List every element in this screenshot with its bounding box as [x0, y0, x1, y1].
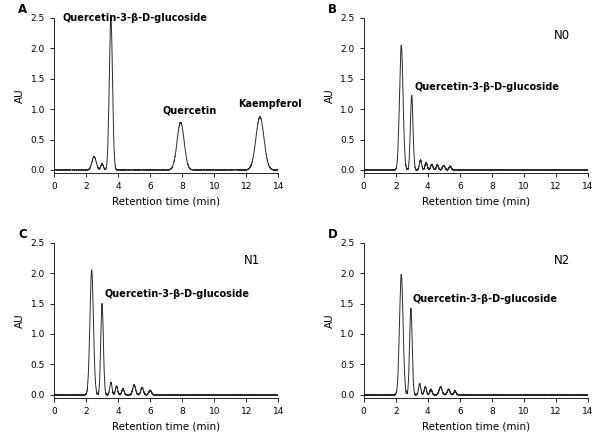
- X-axis label: Retention time (min): Retention time (min): [112, 197, 220, 207]
- Y-axis label: AU: AU: [15, 313, 25, 328]
- Y-axis label: AU: AU: [325, 313, 335, 328]
- Text: Kaempferol: Kaempferol: [238, 99, 302, 109]
- Y-axis label: AU: AU: [325, 88, 335, 103]
- Text: N0: N0: [554, 29, 570, 42]
- Text: N1: N1: [244, 253, 260, 266]
- Y-axis label: AU: AU: [15, 88, 25, 103]
- X-axis label: Retention time (min): Retention time (min): [112, 422, 220, 431]
- Text: Quercetin-3-β-D-glucoside: Quercetin-3-β-D-glucoside: [104, 289, 250, 299]
- Text: Quercetin: Quercetin: [163, 105, 217, 115]
- Text: N2: N2: [554, 253, 570, 266]
- Text: D: D: [328, 228, 337, 241]
- Text: Quercetin-3-β-D-glucoside: Quercetin-3-β-D-glucoside: [62, 13, 207, 23]
- X-axis label: Retention time (min): Retention time (min): [422, 197, 530, 207]
- X-axis label: Retention time (min): Retention time (min): [422, 422, 530, 431]
- Text: Quercetin-3-β-D-glucoside: Quercetin-3-β-D-glucoside: [413, 294, 557, 304]
- Text: Quercetin-3-β-D-glucoside: Quercetin-3-β-D-glucoside: [414, 82, 559, 92]
- Text: B: B: [328, 3, 337, 17]
- Text: C: C: [18, 228, 27, 241]
- Text: A: A: [18, 3, 27, 17]
